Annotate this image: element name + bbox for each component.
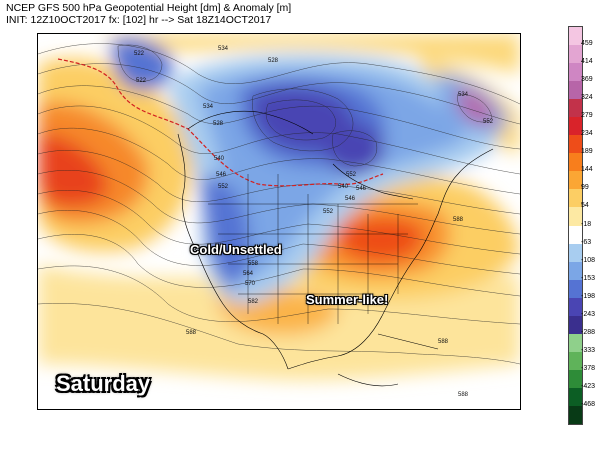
day-label: Saturday: [56, 371, 151, 396]
colorbar-segment: [569, 63, 582, 82]
colorbar-segment: [569, 171, 582, 190]
contour-label: 588: [453, 217, 464, 223]
colorbar-segment: [569, 225, 582, 245]
contour-label: 582: [248, 299, 259, 305]
contour-label: 540: [214, 156, 225, 162]
contour-label: 528: [213, 121, 224, 127]
header-init: INIT: 12Z10OCT2017 fx: [102] hr --> Sat …: [6, 14, 272, 26]
coastlines: [177, 110, 494, 387]
contour-label: 528: [268, 58, 279, 64]
colorbar-tick-label: -288: [581, 328, 596, 336]
contour-label: 558: [248, 261, 259, 267]
colorbar-segment: [569, 45, 582, 64]
colorbar-tick-label: -468: [581, 400, 596, 408]
colorbar-tick-label: -378: [581, 364, 596, 372]
colorbar-segment: [569, 153, 582, 172]
colorbar-tick-label: 189: [581, 148, 593, 156]
contour-label: 546: [345, 196, 356, 202]
contour-label: 546: [216, 172, 227, 178]
anomaly-field: [38, 34, 520, 409]
colorbar-segment: [569, 333, 582, 353]
contour-label: 588: [193, 250, 204, 256]
contour-label: 552: [346, 172, 357, 178]
colorbar-segment: [569, 261, 582, 281]
colorbar-tick-label: -63: [581, 238, 592, 246]
contour-label: 534: [458, 92, 469, 98]
contour-label: 534: [218, 46, 229, 52]
colorbar-tick-label: -198: [581, 292, 596, 300]
colorbar-tick-label: -18: [581, 220, 592, 228]
colorbar-tick-label: 54: [581, 202, 589, 210]
colorbar-segment: [569, 189, 582, 208]
contour-label: 552: [483, 119, 494, 125]
colorbar-tick-label: -153: [581, 274, 596, 282]
colorbar-segment: [569, 207, 582, 226]
colorbar-tick-label: 324: [581, 94, 593, 102]
height-contours: [38, 43, 520, 365]
colorbar-tick-label: 414: [581, 58, 593, 66]
contour-label: 522: [136, 78, 147, 84]
weather-map: 522 534 528 534 528 540 546 552 588 540 …: [37, 33, 521, 410]
colorbar-tick-label: -333: [581, 346, 596, 354]
colorbar-tick-label: 459: [581, 40, 593, 48]
contour-label: 564: [243, 271, 254, 277]
anomaly-colorbar: [568, 26, 583, 425]
colorbar-segment: [569, 99, 582, 118]
contour-label: 522: [134, 51, 145, 57]
colorbar-segment: [569, 351, 582, 371]
summer-like-label: Summer-like!: [306, 292, 389, 307]
colorbar-segment: [569, 27, 582, 46]
colorbar-tick-label: 144: [581, 166, 593, 174]
colorbar-tick-label: 369: [581, 76, 593, 84]
colorbar-segment: [569, 81, 582, 100]
colorbar-segment: [569, 405, 582, 425]
colorbar-tick-label: 234: [581, 130, 593, 138]
contour-label: 588: [458, 392, 469, 398]
contour-label: 552: [323, 209, 334, 215]
colorbar-segment: [569, 243, 582, 263]
colorbar-tick-label: 279: [581, 112, 593, 120]
cold-unsettled-label: Cold/Unsettled: [190, 242, 282, 257]
colorbar-tick-label: 99: [581, 184, 589, 192]
colorbar-segment: [569, 279, 582, 299]
anomaly-shading: [38, 34, 520, 381]
contour-label: 588: [186, 330, 197, 336]
contour-label: 534: [203, 104, 214, 110]
contour-label: 570: [245, 281, 256, 287]
map-header: NCEP GFS 500 hPa Geopotential Height [dm…: [6, 2, 291, 26]
contour-label: 540: [338, 184, 349, 190]
colorbar-segment: [569, 369, 582, 389]
colorbar-segment: [569, 117, 582, 136]
colorbar-segment: [569, 135, 582, 154]
contour-label: 552: [218, 184, 229, 190]
state-borders: [208, 174, 418, 324]
header-title: NCEP GFS 500 hPa Geopotential Height [dm…: [6, 2, 292, 14]
colorbar-tick-label: -243: [581, 310, 596, 318]
colorbar-tick-label: -423: [581, 382, 596, 390]
colorbar-tick-label: -108: [581, 256, 596, 264]
colorbar-segment: [569, 315, 582, 335]
colorbar-segment: [569, 297, 582, 317]
contour-label: 546: [356, 186, 367, 192]
anomaly-zero-line: [57, 58, 384, 187]
contour-label: 588: [438, 339, 449, 345]
colorbar-segment: [569, 387, 582, 407]
